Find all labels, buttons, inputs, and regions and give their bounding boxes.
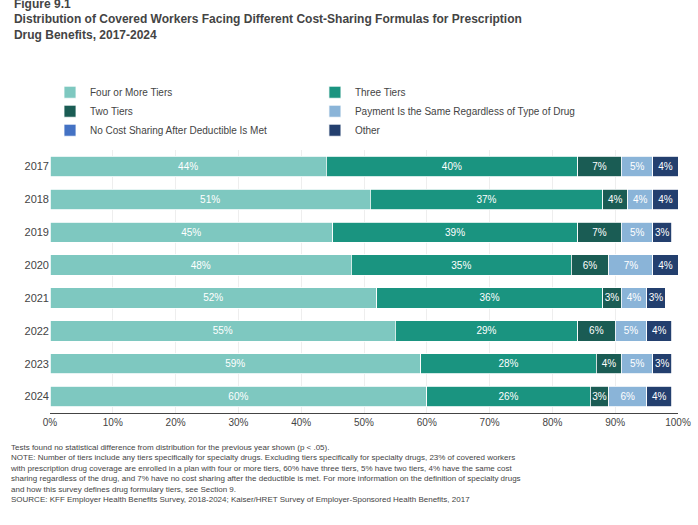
svg-text:3%: 3%	[592, 391, 607, 402]
svg-text:7%: 7%	[624, 260, 639, 271]
svg-text:52%: 52%	[203, 292, 223, 303]
svg-text:51%: 51%	[200, 194, 220, 205]
svg-text:3%: 3%	[649, 292, 664, 303]
svg-text:2023: 2023	[25, 358, 49, 370]
svg-text:4%: 4%	[608, 194, 623, 205]
svg-text:Payment Is the Same Regardless: Payment Is the Same Regardless of Type o…	[355, 106, 575, 117]
svg-text:4%: 4%	[602, 358, 617, 369]
svg-text:55%: 55%	[213, 325, 233, 336]
svg-text:39%: 39%	[445, 227, 465, 238]
svg-text:3%: 3%	[655, 227, 670, 238]
svg-text:2017: 2017	[25, 160, 49, 172]
svg-text:4%: 4%	[652, 391, 667, 402]
svg-text:Tests found no statistical dif: Tests found no statistical difference fr…	[10, 443, 521, 504]
svg-text:5%: 5%	[630, 161, 645, 172]
svg-text:Figure 9.1Distribution of Cove: Figure 9.1Distribution of Covered Worker…	[14, 0, 522, 42]
svg-text:6%: 6%	[589, 325, 604, 336]
svg-text:7%: 7%	[592, 161, 607, 172]
svg-text:3%: 3%	[655, 358, 670, 369]
svg-text:Two Tiers: Two Tiers	[90, 106, 133, 117]
svg-text:Four or More Tiers: Four or More Tiers	[90, 87, 172, 98]
svg-text:60%: 60%	[417, 417, 437, 428]
svg-text:2022: 2022	[25, 325, 49, 337]
svg-text:4%: 4%	[658, 194, 673, 205]
svg-text:40%: 40%	[291, 417, 311, 428]
svg-text:48%: 48%	[191, 260, 211, 271]
svg-text:4%: 4%	[658, 161, 673, 172]
svg-text:2021: 2021	[25, 292, 49, 304]
svg-text:5%: 5%	[630, 358, 645, 369]
svg-text:44%: 44%	[178, 161, 198, 172]
svg-text:50%: 50%	[354, 417, 374, 428]
svg-text:3%: 3%	[605, 292, 620, 303]
svg-text:6%: 6%	[620, 391, 635, 402]
svg-text:5%: 5%	[630, 227, 645, 238]
svg-text:2019: 2019	[25, 226, 49, 238]
svg-text:0%: 0%	[43, 417, 58, 428]
svg-text:40%: 40%	[442, 161, 462, 172]
svg-text:Other: Other	[355, 125, 381, 136]
svg-text:37%: 37%	[476, 194, 496, 205]
svg-text:28%: 28%	[498, 358, 518, 369]
svg-text:2018: 2018	[25, 193, 49, 205]
svg-text:7%: 7%	[592, 227, 607, 238]
svg-text:10%: 10%	[103, 417, 123, 428]
svg-text:45%: 45%	[181, 227, 201, 238]
svg-text:70%: 70%	[480, 417, 500, 428]
svg-text:26%: 26%	[498, 391, 518, 402]
svg-text:4%: 4%	[652, 325, 667, 336]
svg-text:80%: 80%	[542, 417, 562, 428]
svg-text:Three Tiers: Three Tiers	[355, 87, 406, 98]
svg-text:4%: 4%	[627, 292, 642, 303]
svg-text:20%: 20%	[166, 417, 186, 428]
svg-text:4%: 4%	[633, 194, 648, 205]
svg-text:No Cost Sharing After Deductib: No Cost Sharing After Deductible Is Met	[90, 125, 267, 136]
svg-text:4%: 4%	[658, 260, 673, 271]
svg-text:100%: 100%	[665, 417, 691, 428]
svg-text:29%: 29%	[476, 325, 496, 336]
svg-text:59%: 59%	[225, 358, 245, 369]
svg-text:2024: 2024	[25, 390, 49, 402]
svg-text:2020: 2020	[25, 259, 49, 271]
svg-text:35%: 35%	[451, 260, 471, 271]
svg-text:30%: 30%	[228, 417, 248, 428]
svg-text:90%: 90%	[605, 417, 625, 428]
svg-text:60%: 60%	[228, 391, 248, 402]
svg-text:5%: 5%	[624, 325, 639, 336]
svg-text:36%: 36%	[480, 292, 500, 303]
svg-text:6%: 6%	[583, 260, 598, 271]
